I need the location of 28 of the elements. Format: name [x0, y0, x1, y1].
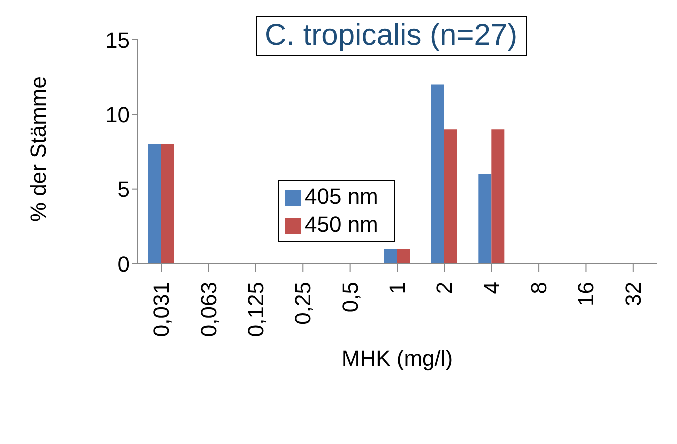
bar: [161, 144, 174, 264]
legend-label: 450 nm: [305, 212, 378, 237]
x-tick-label: 1: [385, 282, 410, 294]
x-axis-title: MHK (mg/l): [342, 346, 454, 371]
x-tick-label: 16: [574, 282, 599, 306]
y-tick-label: 15: [106, 28, 130, 53]
bar: [444, 130, 458, 264]
bar: [397, 249, 410, 264]
x-tick-label: 4: [479, 282, 504, 294]
y-tick-label: 10: [106, 102, 130, 128]
bar: [148, 144, 162, 264]
bar: [384, 249, 398, 264]
x-tick-label: 0,063: [196, 282, 222, 338]
y-tick-label: 5: [118, 177, 130, 202]
bar: [478, 174, 492, 264]
x-tick-label: 0,031: [149, 282, 174, 338]
y-axis-title: % der Stämme: [26, 76, 51, 222]
x-tick-label: 0,125: [243, 282, 268, 338]
x-tick-label: 0,5: [338, 282, 363, 313]
x-tick-label: 32: [620, 282, 646, 306]
bar: [492, 130, 505, 264]
bar: [431, 84, 444, 264]
x-tick-label: 8: [526, 282, 552, 294]
x-tick-label: 2: [432, 282, 458, 294]
y-tick-label: 0: [118, 252, 130, 277]
legend-label: 405 nm: [305, 184, 378, 209]
chart-title: C. tropicalis (n=27): [256, 16, 527, 56]
x-tick-label: 0,25: [290, 282, 316, 325]
